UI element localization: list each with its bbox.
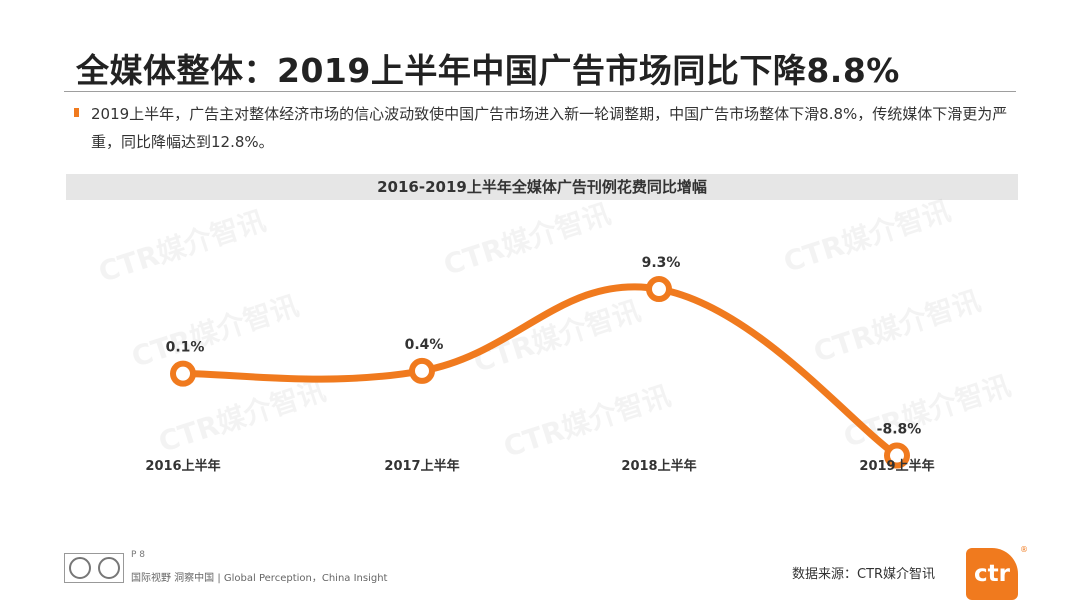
category-label: 2019上半年	[859, 458, 934, 474]
ctr-logo: ctr	[966, 548, 1018, 600]
page-number: P 8	[131, 550, 146, 560]
data-point	[409, 357, 435, 384]
data-point	[884, 442, 910, 469]
category-label: 2016上半年	[145, 458, 220, 474]
footer-tagline: 国际视野 洞察中国 | Global Perception，China Insi…	[131, 573, 388, 584]
cert-seal-icon	[68, 557, 91, 579]
data-label: -8.8%	[877, 422, 922, 438]
registered-mark: ®	[1020, 545, 1028, 554]
chart-title: 2016-2019上半年全媒体广告刊例花费同比增幅	[377, 178, 707, 196]
series-line	[179, 283, 901, 460]
title-divider	[64, 91, 1016, 92]
data-point	[646, 276, 672, 303]
data-label: 0.1%	[166, 340, 205, 356]
data-label: 9.3%	[642, 255, 681, 271]
cert-seal-icon	[97, 557, 120, 579]
page-title: 全媒体整体：2019上半年中国广告市场同比下降8.8%	[76, 51, 900, 90]
category-label: 2017上半年	[384, 458, 459, 474]
certification-logo	[64, 553, 124, 583]
data-point	[170, 360, 196, 387]
summary-text: 2019上半年，广告主对整体经济市场的信心波动致使中国广告市场进入新一轮调整期，…	[91, 105, 1008, 151]
data-label: 0.4%	[405, 337, 444, 353]
bullet-marker-icon	[74, 108, 79, 117]
category-label: 2018上半年	[621, 458, 696, 474]
data-source: 数据来源：CTR媒介智讯	[792, 567, 936, 582]
chart-header-bar: 2016-2019上半年全媒体广告刊例花费同比增幅	[66, 174, 1018, 200]
